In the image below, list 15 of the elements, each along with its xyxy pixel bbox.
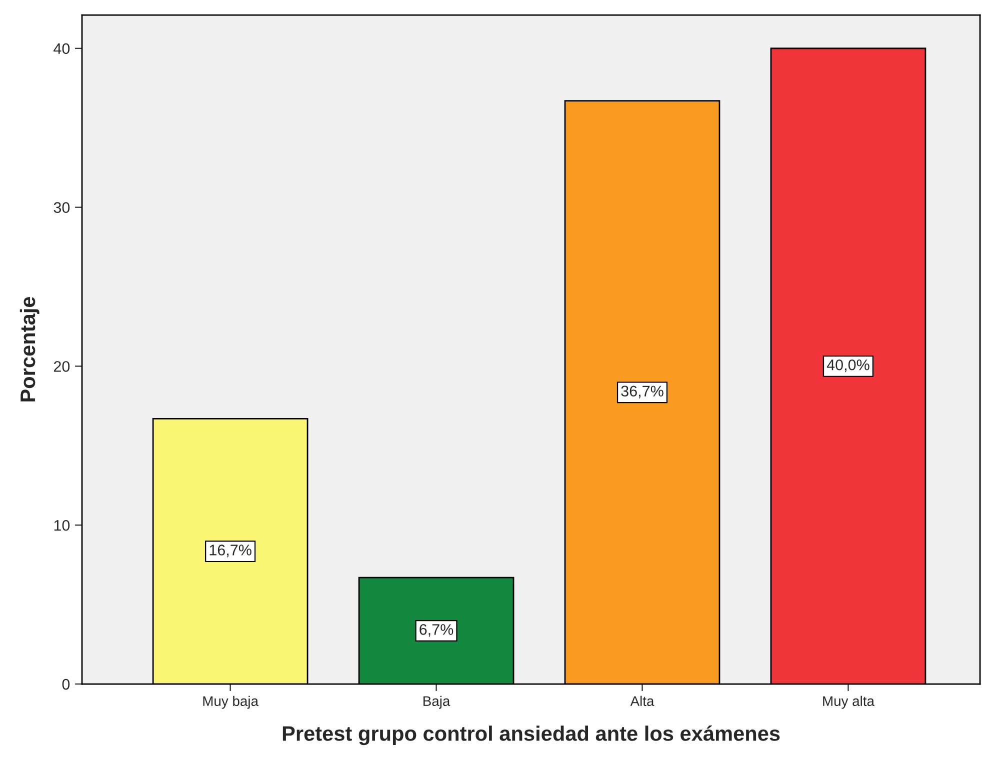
y-tick-label: 0 — [62, 678, 70, 690]
x-tick-label: Alta — [630, 696, 654, 706]
data-label: 40,0% — [826, 359, 870, 372]
y-tick-label: 40 — [54, 43, 70, 54]
y-tick-label: 30 — [54, 202, 70, 213]
data-label: 6,7% — [420, 624, 454, 637]
x-axis-title: Pretest grupo control ansiedad ante los exámenes — [282, 725, 780, 746]
y-tick-label: 20 — [54, 361, 70, 372]
data-label: 36,7% — [621, 386, 664, 398]
data-label: 16,7% — [210, 544, 252, 558]
x-tick-label: Baja — [424, 696, 450, 709]
x-tick-label: Muy alta — [823, 696, 874, 709]
y-axis-title: Porcentaje — [20, 296, 40, 402]
y-tick-label: 10 — [54, 520, 70, 531]
x-tick-label: Muy baja — [203, 696, 258, 709]
